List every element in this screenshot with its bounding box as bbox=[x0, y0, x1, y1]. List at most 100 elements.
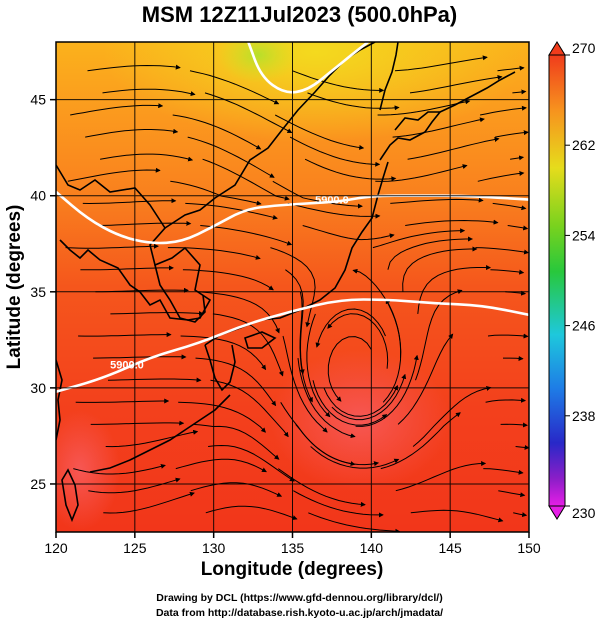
streamline bbox=[274, 114, 365, 150]
x-axis-ticks: 120 125 130 135 140 145 150 bbox=[44, 532, 541, 556]
streamline bbox=[190, 482, 283, 497]
streamline bbox=[100, 153, 194, 162]
x-tick-label: 145 bbox=[438, 540, 462, 556]
warm-core-west bbox=[56, 410, 120, 530]
colorbar: 270 262 254 246 238 230 bbox=[548, 40, 596, 521]
coastline-japan-shikoku bbox=[244, 331, 277, 349]
streamline bbox=[90, 420, 185, 426]
streamline bbox=[80, 265, 174, 271]
streamline bbox=[497, 65, 525, 72]
streamline bbox=[272, 180, 363, 209]
streamline bbox=[103, 491, 195, 514]
y-tick-label: 45 bbox=[30, 92, 46, 108]
y-tick-label: 25 bbox=[30, 476, 46, 492]
streamline bbox=[87, 64, 181, 72]
streamline bbox=[352, 268, 402, 359]
contour-line bbox=[247, 42, 369, 94]
coastline-kurils bbox=[439, 71, 516, 113]
streamline bbox=[65, 243, 159, 249]
contour-line bbox=[56, 298, 529, 393]
streamline bbox=[477, 171, 525, 182]
streamline bbox=[513, 512, 528, 518]
streamline bbox=[327, 313, 389, 369]
streamline bbox=[310, 446, 400, 469]
streamline bbox=[315, 308, 386, 348]
y-axis-label: Latitude (degrees) bbox=[4, 205, 25, 370]
streamline bbox=[82, 198, 177, 205]
x-tick-label: 140 bbox=[360, 540, 384, 556]
streamline bbox=[415, 289, 463, 381]
streamline bbox=[75, 398, 170, 404]
streamline bbox=[304, 158, 397, 182]
streamline bbox=[503, 355, 524, 361]
streamline bbox=[210, 379, 289, 438]
y-axis-ticks: 25 30 35 40 45 bbox=[30, 92, 56, 492]
streamline bbox=[178, 401, 266, 433]
streamline bbox=[490, 269, 525, 275]
x-tick-label: 120 bbox=[44, 540, 68, 556]
streamline bbox=[498, 490, 526, 498]
streamline bbox=[193, 423, 280, 460]
streamline bbox=[327, 336, 372, 402]
colorbar-top-triangle bbox=[548, 41, 566, 56]
coastline-taiwan bbox=[61, 468, 79, 523]
streamline bbox=[172, 114, 262, 150]
streamline bbox=[331, 373, 407, 421]
streamline bbox=[282, 335, 328, 433]
streamline bbox=[185, 202, 278, 220]
streamline bbox=[180, 335, 267, 371]
x-tick-label: 150 bbox=[517, 540, 541, 556]
coastline-korea bbox=[154, 264, 206, 323]
x-tick-label: 125 bbox=[123, 540, 147, 556]
streamline bbox=[289, 136, 381, 167]
lat-lon-grid bbox=[56, 42, 529, 532]
streamline bbox=[495, 130, 529, 138]
streamline bbox=[405, 219, 499, 226]
coastline-sakhalin bbox=[379, 42, 399, 111]
streamline bbox=[500, 422, 528, 428]
streamline bbox=[187, 136, 275, 178]
colorbar-bottom-triangle bbox=[548, 505, 566, 520]
streamline bbox=[410, 509, 504, 523]
y-tick-label: 40 bbox=[30, 188, 46, 204]
x-axis-label: Longitude (degrees) bbox=[201, 559, 384, 580]
y-tick-label: 30 bbox=[30, 380, 46, 396]
streamline bbox=[512, 89, 527, 95]
streamline bbox=[70, 103, 164, 116]
cold-core bbox=[218, 42, 298, 83]
credits: Drawing by DCL (https://www.gfd-dennou.o… bbox=[0, 591, 599, 621]
streamline bbox=[407, 137, 500, 160]
streamline bbox=[67, 167, 161, 182]
y-tick-label: 35 bbox=[30, 284, 46, 300]
streamline bbox=[78, 332, 172, 338]
streamline bbox=[293, 490, 384, 518]
streamline bbox=[299, 291, 313, 403]
colorbar-tick-label: 230 bbox=[572, 505, 596, 521]
streamline bbox=[412, 386, 492, 447]
streamline bbox=[93, 354, 187, 360]
streamline bbox=[485, 397, 527, 403]
streamline bbox=[292, 70, 385, 93]
colorbar-tick-label: 238 bbox=[572, 408, 596, 424]
streamline bbox=[195, 357, 277, 407]
streamline bbox=[397, 333, 454, 425]
streamline bbox=[380, 412, 461, 470]
streamline bbox=[205, 505, 298, 520]
streamline bbox=[475, 247, 529, 255]
streamline bbox=[312, 380, 388, 426]
contour-label: 5900.0 bbox=[110, 360, 144, 372]
x-tick-label: 130 bbox=[202, 540, 226, 556]
credit-drawing: Drawing by DCL (https://www.gfd-dennou.o… bbox=[156, 592, 443, 604]
coastline-asia bbox=[56, 164, 212, 321]
streamline bbox=[212, 313, 284, 377]
streamline bbox=[297, 358, 356, 439]
streamline bbox=[302, 225, 395, 241]
streamline bbox=[110, 310, 204, 316]
streamline bbox=[402, 246, 478, 292]
streamline bbox=[307, 92, 400, 111]
streamline bbox=[417, 265, 492, 314]
streamline bbox=[395, 461, 487, 492]
streamline bbox=[175, 458, 267, 473]
streamline bbox=[387, 236, 474, 270]
streamline bbox=[306, 313, 331, 418]
